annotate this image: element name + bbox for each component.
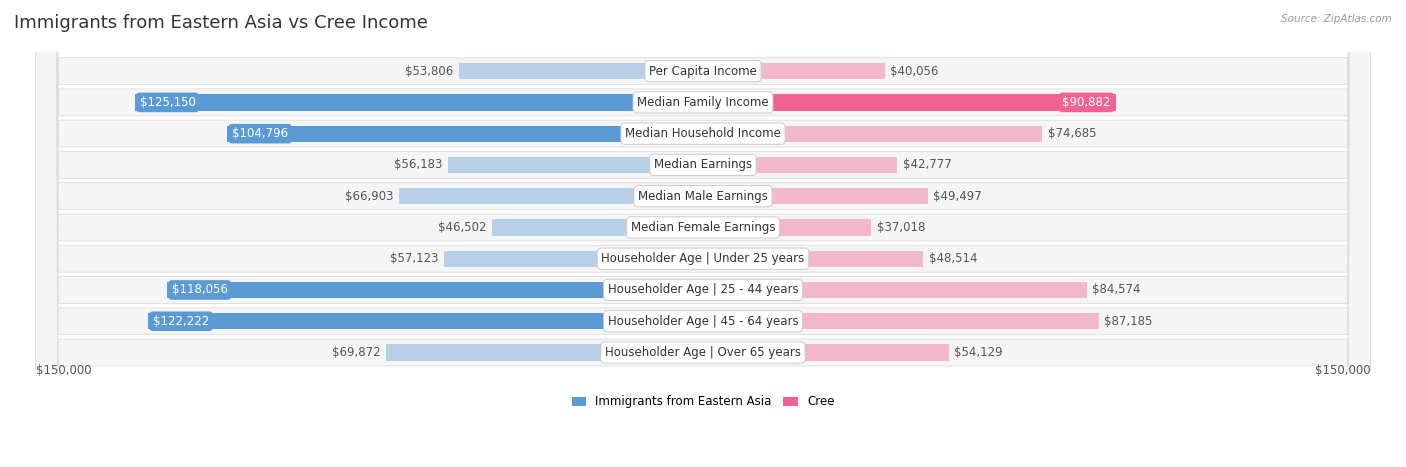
Text: $42,777: $42,777: [903, 158, 952, 171]
Bar: [385, 344, 703, 361]
Text: $122,222: $122,222: [153, 315, 209, 328]
Text: Householder Age | 25 - 44 years: Householder Age | 25 - 44 years: [607, 283, 799, 297]
Text: Median Household Income: Median Household Income: [626, 127, 780, 140]
FancyBboxPatch shape: [35, 0, 1371, 467]
Text: Median Family Income: Median Family Income: [637, 96, 769, 109]
Text: $125,150: $125,150: [139, 96, 195, 109]
Text: Source: ZipAtlas.com: Source: ZipAtlas.com: [1281, 14, 1392, 24]
Bar: [703, 157, 897, 173]
Bar: [148, 313, 703, 329]
Bar: [703, 219, 872, 235]
Bar: [703, 63, 884, 79]
FancyBboxPatch shape: [35, 0, 1371, 467]
FancyBboxPatch shape: [35, 0, 1371, 467]
Text: $150,000: $150,000: [35, 364, 91, 377]
Bar: [399, 188, 703, 205]
Text: $48,514: $48,514: [929, 252, 977, 265]
Bar: [703, 94, 1115, 111]
Text: $54,129: $54,129: [955, 346, 1002, 359]
Bar: [458, 63, 703, 79]
Text: $90,882: $90,882: [1063, 96, 1111, 109]
Bar: [703, 344, 949, 361]
Bar: [135, 94, 703, 111]
Text: $74,685: $74,685: [1047, 127, 1097, 140]
Bar: [444, 251, 703, 267]
Text: Median Male Earnings: Median Male Earnings: [638, 190, 768, 203]
Text: $49,497: $49,497: [934, 190, 981, 203]
FancyBboxPatch shape: [35, 0, 1371, 467]
Text: Median Female Earnings: Median Female Earnings: [631, 221, 775, 234]
Text: Householder Age | Over 65 years: Householder Age | Over 65 years: [605, 346, 801, 359]
Text: $56,183: $56,183: [394, 158, 443, 171]
Text: $87,185: $87,185: [1104, 315, 1153, 328]
FancyBboxPatch shape: [35, 0, 1371, 467]
Text: $69,872: $69,872: [332, 346, 381, 359]
Text: Householder Age | 45 - 64 years: Householder Age | 45 - 64 years: [607, 315, 799, 328]
Legend: Immigrants from Eastern Asia, Cree: Immigrants from Eastern Asia, Cree: [567, 391, 839, 413]
Text: $150,000: $150,000: [1315, 364, 1371, 377]
Text: Per Capita Income: Per Capita Income: [650, 64, 756, 78]
FancyBboxPatch shape: [35, 0, 1371, 467]
Bar: [492, 219, 703, 235]
Text: $84,574: $84,574: [1092, 283, 1140, 297]
FancyBboxPatch shape: [35, 0, 1371, 467]
Text: $40,056: $40,056: [890, 64, 939, 78]
Text: Median Earnings: Median Earnings: [654, 158, 752, 171]
Text: $53,806: $53,806: [405, 64, 453, 78]
Bar: [703, 282, 1087, 298]
FancyBboxPatch shape: [35, 0, 1371, 467]
Bar: [167, 282, 703, 298]
Text: $57,123: $57,123: [389, 252, 439, 265]
Text: $46,502: $46,502: [437, 221, 486, 234]
Text: Immigrants from Eastern Asia vs Cree Income: Immigrants from Eastern Asia vs Cree Inc…: [14, 14, 427, 32]
Bar: [449, 157, 703, 173]
Bar: [703, 251, 924, 267]
Text: $37,018: $37,018: [876, 221, 925, 234]
FancyBboxPatch shape: [35, 0, 1371, 467]
Text: $118,056: $118,056: [172, 283, 228, 297]
Text: Householder Age | Under 25 years: Householder Age | Under 25 years: [602, 252, 804, 265]
Bar: [703, 126, 1042, 142]
Text: $104,796: $104,796: [232, 127, 288, 140]
Text: $66,903: $66,903: [346, 190, 394, 203]
Bar: [228, 126, 703, 142]
FancyBboxPatch shape: [35, 0, 1371, 467]
Bar: [703, 188, 928, 205]
Bar: [703, 313, 1099, 329]
